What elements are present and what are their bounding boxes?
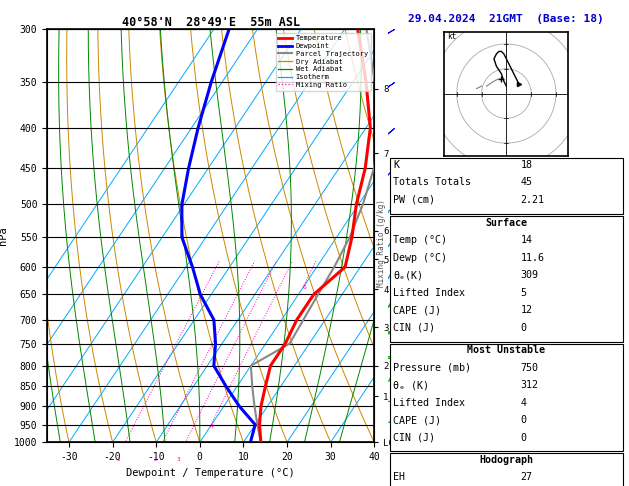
Text: 0: 0 (520, 433, 526, 443)
Text: CIN (J): CIN (J) (393, 433, 435, 443)
Text: 45: 45 (520, 177, 532, 188)
Text: Dewp (°C): Dewp (°C) (393, 253, 447, 263)
Text: 29.04.2024  21GMT  (Base: 18): 29.04.2024 21GMT (Base: 18) (408, 14, 604, 24)
Text: 4: 4 (520, 398, 526, 408)
Text: 750: 750 (520, 363, 538, 373)
Text: 0: 0 (520, 323, 526, 333)
Text: 312: 312 (520, 380, 538, 390)
Text: Hodograph: Hodograph (479, 455, 533, 465)
Text: Lifted Index: Lifted Index (393, 398, 465, 408)
Text: θₑ (K): θₑ (K) (393, 380, 429, 390)
Text: CAPE (J): CAPE (J) (393, 305, 441, 315)
Text: 0: 0 (520, 415, 526, 425)
Text: 18: 18 (520, 160, 532, 170)
Text: 1: 1 (116, 456, 120, 462)
Text: θₑ(K): θₑ(K) (393, 270, 423, 280)
Text: Most Unstable: Most Unstable (467, 345, 545, 355)
Title: 40°58'N  28°49'E  55m ASL: 40°58'N 28°49'E 55m ASL (121, 16, 300, 29)
Text: kt: kt (447, 32, 456, 41)
Text: 6: 6 (303, 285, 306, 290)
Text: Mixing Ratio (g/kg): Mixing Ratio (g/kg) (377, 199, 386, 287)
Text: 2.21: 2.21 (520, 195, 544, 205)
Text: 2: 2 (153, 456, 157, 462)
Text: K: K (393, 160, 399, 170)
Text: PW (cm): PW (cm) (393, 195, 435, 205)
Text: EH: EH (393, 472, 405, 483)
Text: CAPE (J): CAPE (J) (393, 415, 441, 425)
Text: © weatheronline.co.uk: © weatheronline.co.uk (458, 472, 555, 481)
Text: 309: 309 (520, 270, 538, 280)
X-axis label: Dewpoint / Temperature (°C): Dewpoint / Temperature (°C) (126, 468, 295, 478)
Y-axis label: km
ASL: km ASL (411, 226, 427, 245)
Text: 14: 14 (520, 235, 532, 245)
Text: 5: 5 (520, 288, 526, 298)
Text: 3: 3 (177, 456, 181, 462)
Text: 4: 4 (209, 424, 213, 430)
Text: 12: 12 (520, 305, 532, 315)
Text: Pressure (mb): Pressure (mb) (393, 363, 471, 373)
Text: Totals Totals: Totals Totals (393, 177, 471, 188)
Text: Surface: Surface (486, 218, 527, 228)
Text: Temp (°C): Temp (°C) (393, 235, 447, 245)
Text: Lifted Index: Lifted Index (393, 288, 465, 298)
Text: CIN (J): CIN (J) (393, 323, 435, 333)
Legend: Temperature, Dewpoint, Parcel Trajectory, Dry Adiabat, Wet Adiabat, Isotherm, Mi: Temperature, Dewpoint, Parcel Trajectory… (276, 33, 370, 90)
Text: 27: 27 (520, 472, 532, 483)
Text: 11.6: 11.6 (520, 253, 544, 263)
Y-axis label: hPa: hPa (0, 226, 8, 245)
